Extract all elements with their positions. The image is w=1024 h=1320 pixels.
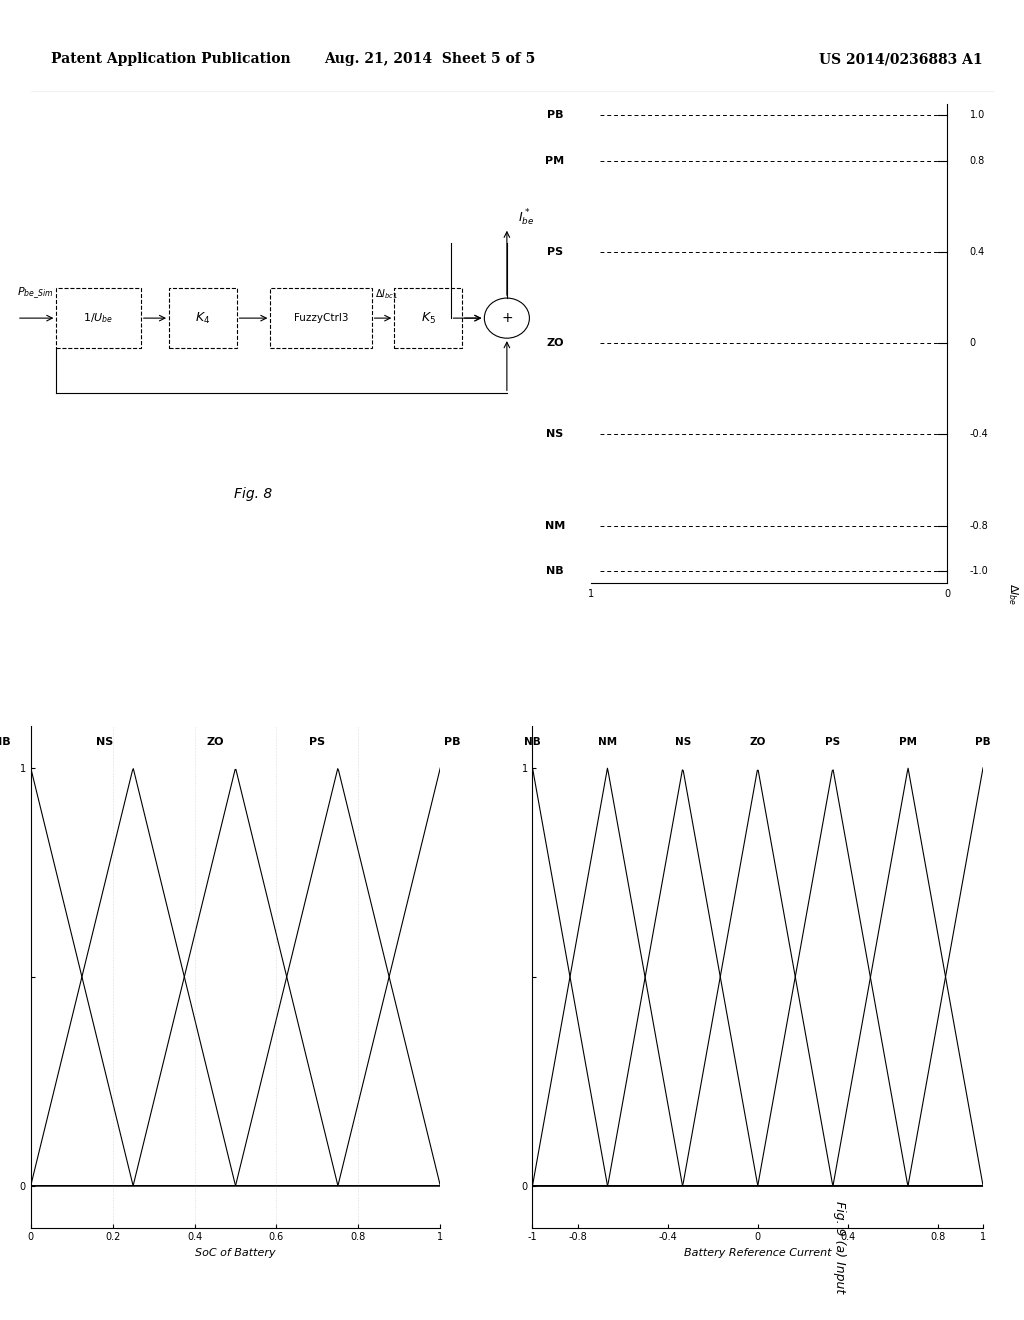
Text: +: + (501, 312, 513, 325)
Text: Fig. 9 (a) Input: Fig. 9 (a) Input (834, 1201, 846, 1294)
Text: ZO: ZO (750, 737, 766, 747)
Text: NB: NB (0, 737, 11, 747)
Text: NM: NM (545, 520, 565, 531)
X-axis label: Battery Reference Current: Battery Reference Current (684, 1247, 831, 1258)
Text: PB: PB (975, 737, 991, 747)
Text: 1.0: 1.0 (970, 110, 985, 120)
Text: NS: NS (96, 737, 113, 747)
Text: 0.4: 0.4 (970, 247, 985, 257)
Text: Aug. 21, 2014  Sheet 5 of 5: Aug. 21, 2014 Sheet 5 of 5 (325, 53, 536, 66)
Text: $\Delta I_{bc1}$: $\Delta I_{bc1}$ (375, 286, 397, 301)
Text: -0.8: -0.8 (970, 520, 988, 531)
Text: NB: NB (524, 737, 541, 747)
Text: PM: PM (546, 156, 564, 166)
Text: ZO: ZO (206, 737, 224, 747)
Text: NS: NS (675, 737, 691, 747)
Text: PB: PB (547, 110, 563, 120)
Text: PB: PB (444, 737, 461, 747)
Text: NM: NM (598, 737, 617, 747)
Text: NB: NB (546, 566, 564, 577)
FancyBboxPatch shape (56, 288, 141, 348)
Text: 0: 0 (970, 338, 976, 348)
Text: -1.0: -1.0 (970, 566, 988, 577)
Text: $\Delta I_{be}$: $\Delta I_{be}$ (1006, 583, 1019, 605)
Text: -0.4: -0.4 (970, 429, 988, 440)
Text: PS: PS (547, 247, 563, 257)
FancyBboxPatch shape (169, 288, 237, 348)
X-axis label: SoC of Battery: SoC of Battery (196, 1247, 275, 1258)
Text: 0.8: 0.8 (970, 156, 985, 166)
Text: $P_{be\_Sim}$: $P_{be\_Sim}$ (16, 285, 53, 301)
Text: $K_4$: $K_4$ (196, 310, 210, 326)
Text: PS: PS (825, 737, 841, 747)
FancyBboxPatch shape (270, 288, 372, 348)
Text: PS: PS (309, 737, 326, 747)
Text: Fig. 8: Fig. 8 (234, 487, 272, 500)
Text: US 2014/0236883 A1: US 2014/0236883 A1 (819, 53, 983, 66)
Text: NS: NS (547, 429, 563, 440)
Text: 1: 1 (588, 590, 594, 599)
Text: PM: PM (899, 737, 918, 747)
Text: FuzzyCtrl3: FuzzyCtrl3 (294, 313, 348, 323)
Text: $I_{be}^*$: $I_{be}^*$ (518, 207, 535, 228)
Text: $1/U_{be}$: $1/U_{be}$ (83, 312, 114, 325)
Text: ZO: ZO (546, 338, 564, 348)
Text: 0: 0 (944, 590, 950, 599)
Text: Fig. 9 (b) Input: Fig. 9 (b) Input (834, 1216, 915, 1226)
Text: Patent Application Publication: Patent Application Publication (51, 53, 291, 66)
FancyBboxPatch shape (394, 288, 462, 348)
Text: $K_5$: $K_5$ (421, 310, 435, 326)
